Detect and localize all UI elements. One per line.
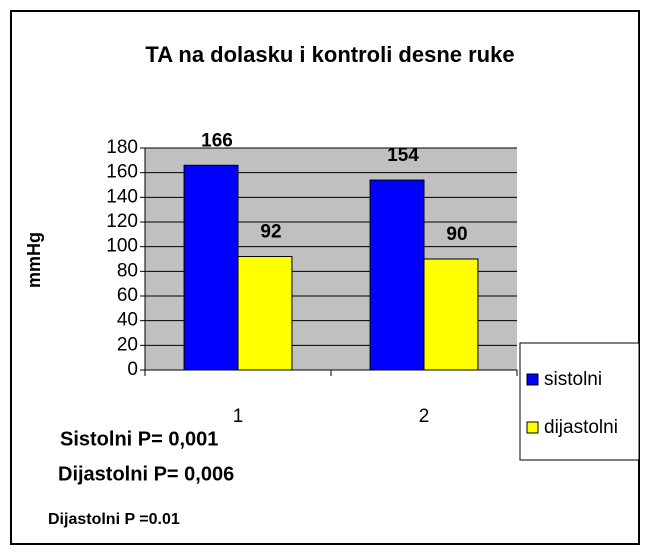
bar [183, 164, 239, 371]
y-tick-label: 0 [127, 359, 138, 380]
legend-label: sistolni [544, 369, 602, 390]
legend-label: dijastolni [544, 417, 618, 438]
legend-swatch [526, 421, 539, 434]
annotation: Sistolni P= 0,001 [60, 428, 218, 450]
annotation: Dijastolni P= 0,006 [58, 463, 234, 485]
y-tick-label: 160 [106, 162, 138, 183]
y-tick-label: 60 [117, 285, 138, 306]
legend [519, 342, 640, 461]
y-tick-label: 120 [106, 211, 138, 232]
annotation: Dijastolni P =0.01 [48, 511, 180, 528]
data-label: 90 [446, 224, 467, 245]
y-tick-label: 20 [117, 334, 138, 355]
bar [369, 179, 425, 371]
y-tick-label: 180 [106, 137, 138, 158]
y-axis-label: mmHg [24, 232, 44, 288]
y-tick-label: 100 [106, 236, 138, 257]
data-label: 154 [387, 145, 419, 166]
bar [423, 258, 479, 371]
y-tick-label: 140 [106, 186, 138, 207]
bar [237, 256, 293, 371]
chart-title: TA na dolasku i kontroli desne ruke [145, 42, 514, 67]
x-tick-label: 2 [419, 406, 430, 427]
x-tick-label: 1 [233, 406, 244, 427]
legend-swatch [526, 373, 539, 386]
y-tick-label: 40 [117, 310, 138, 331]
y-tick-label: 80 [117, 260, 138, 281]
data-label: 166 [201, 130, 233, 151]
data-label: 92 [260, 222, 281, 243]
